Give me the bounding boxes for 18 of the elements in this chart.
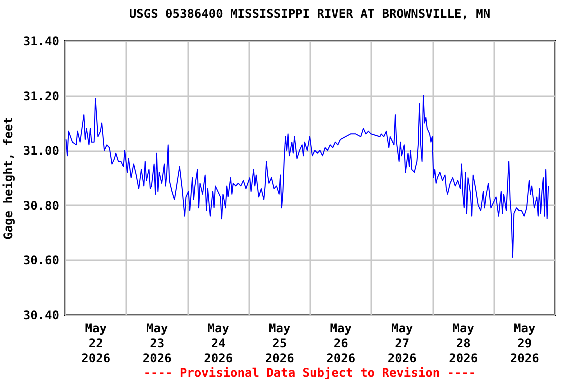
y-axis-title: Gage height, feet bbox=[1, 117, 16, 240]
x-tick-label: May 28 2026 bbox=[449, 322, 478, 366]
x-tick-label: May 23 2026 bbox=[142, 322, 172, 366]
x-tick-label: May 27 2026 bbox=[388, 322, 417, 366]
y-tick-label: 30.60 bbox=[23, 254, 60, 268]
y-tick-label: 30.80 bbox=[23, 198, 60, 213]
x-tick-label: May 24 2026 bbox=[204, 322, 234, 366]
line-series bbox=[66, 95, 550, 258]
y-tick-label: 30.40 bbox=[23, 308, 60, 322]
x-tick-label: May 26 2026 bbox=[326, 322, 356, 366]
x-tick-label: May 29 2026 bbox=[510, 322, 540, 366]
x-tick-label: May 25 2026 bbox=[265, 322, 294, 366]
y-tick-label: 31.20 bbox=[23, 89, 60, 104]
y-tick-label: 31.00 bbox=[23, 144, 60, 158]
text: ---- Provisional Data Subject to Revision ---- bbox=[142, 366, 478, 380]
chart-title: USGS 05386400 MISSISSIPPI RIVER AT BROWNSVILLE, MN bbox=[129, 7, 491, 21]
x-tick-label: May 22 2026 bbox=[82, 322, 111, 366]
y-tick-label: 31.40 bbox=[23, 34, 60, 48]
